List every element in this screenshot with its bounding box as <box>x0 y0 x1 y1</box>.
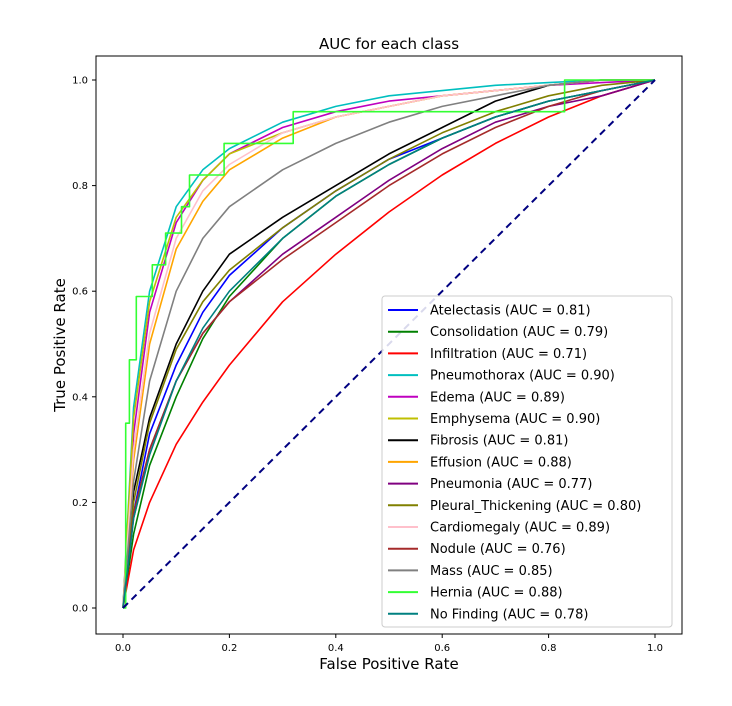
legend-label-pleural-thickening: Pleural_Thickening (AUC = 0.80) <box>430 499 641 514</box>
y-tick-label: 0.4 <box>72 392 88 403</box>
series-line-fibrosis <box>122 79 655 609</box>
x-tick-label: 1.0 <box>647 643 663 654</box>
y-tick-label: 1.0 <box>72 76 88 87</box>
x-tick-label: 0.6 <box>434 643 450 654</box>
series-line-no-finding <box>122 79 656 609</box>
y-tick-label: 0.0 <box>72 604 88 615</box>
x-tick-label: 0.2 <box>221 643 237 654</box>
x-tick-label: 0.0 <box>115 643 131 654</box>
chart-title: AUC for each class <box>319 35 459 53</box>
series-layer <box>122 79 656 609</box>
legend-label-effusion: Effusion (AUC = 0.88) <box>430 455 572 470</box>
legend-label-fibrosis: Fibrosis (AUC = 0.81) <box>430 434 568 449</box>
series-line-hernia <box>123 79 655 609</box>
legend: Atelectasis (AUC = 0.81) Consolidation (A… <box>381 295 673 628</box>
legend-label-atelectasis: Atelectasis (AUC = 0.81) <box>430 304 591 319</box>
series-line-mass <box>122 79 655 609</box>
y-axis: 0.0 0.2 0.4 0.6 0.8 1.0 <box>72 76 96 615</box>
x-axis: 0.0 0.2 0.4 0.6 0.8 1.0 <box>115 634 663 654</box>
series-line-nodule <box>122 79 656 609</box>
series-line-pleural-thickening <box>122 79 656 609</box>
legend-label-edema: Edema (AUC = 0.89) <box>430 390 565 405</box>
legend-box <box>381 295 673 628</box>
legend-label-infiltration: Infiltration (AUC = 0.71) <box>430 347 587 362</box>
legend-label-pneumothorax: Pneumothorax (AUC = 0.90) <box>430 369 615 384</box>
x-tick-label: 0.8 <box>541 643 557 654</box>
legend-label-nodule: Nodule (AUC = 0.76) <box>430 542 566 557</box>
y-axis-title: True Positive Rate <box>51 278 69 413</box>
legend-label-mass: Mass (AUC = 0.85) <box>430 564 553 579</box>
x-tick-label: 0.4 <box>328 643 344 654</box>
legend-label-emphysema: Emphysema (AUC = 0.90) <box>430 412 600 427</box>
y-tick-label: 0.2 <box>72 498 88 509</box>
legend-label-no-finding: No Finding (AUC = 0.78) <box>430 607 588 622</box>
series-line-infiltration <box>122 79 656 609</box>
y-tick-label: 0.6 <box>72 287 88 298</box>
legend-label-consolidation: Consolidation (AUC = 0.79) <box>430 325 608 340</box>
legend-label-hernia: Hernia (AUC = 0.88) <box>430 586 563 601</box>
x-axis-title: False Positive Rate <box>319 655 458 673</box>
legend-label-pneumonia: Pneumonia (AUC = 0.77) <box>430 477 592 492</box>
series-line-cardiomegaly <box>122 79 655 609</box>
legend-label-cardiomegaly: Cardiomegaly (AUC = 0.89) <box>430 521 610 536</box>
series-line-pneumothorax <box>122 79 655 609</box>
y-tick-label: 0.8 <box>72 181 88 192</box>
